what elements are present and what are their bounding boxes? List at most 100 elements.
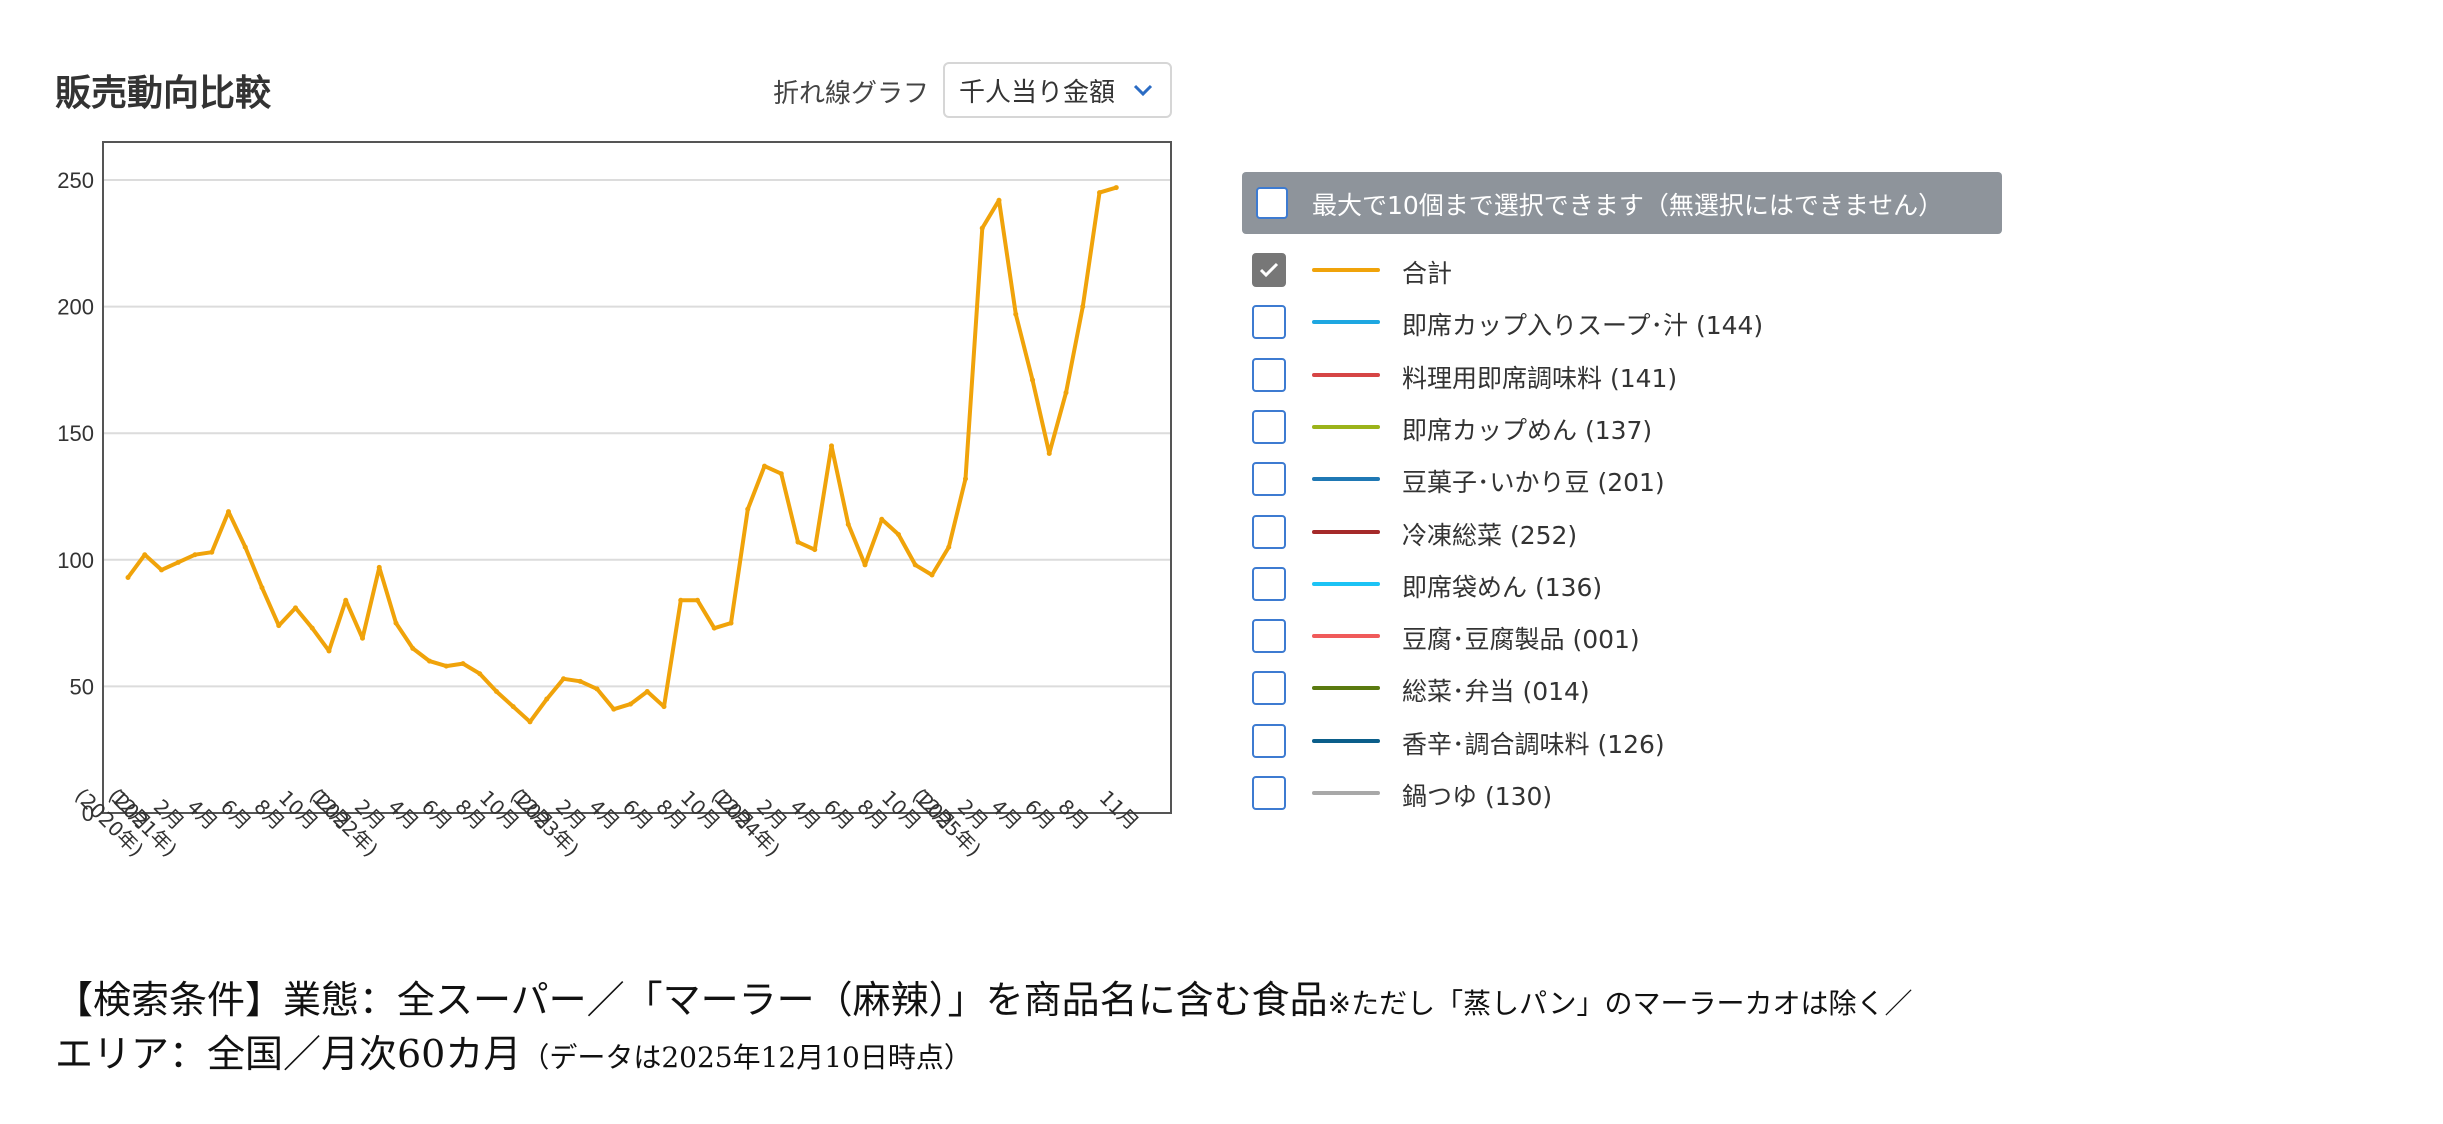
select-all-checkbox[interactable] xyxy=(1256,187,1288,219)
metric-dropdown[interactable]: 千人当り金額 xyxy=(943,62,1172,118)
data-point[interactable] xyxy=(644,688,650,694)
data-point[interactable] xyxy=(410,645,416,651)
data-point[interactable] xyxy=(1013,311,1019,317)
data-point[interactable] xyxy=(477,671,483,677)
x-tick-label: 6月 xyxy=(417,794,457,834)
line-chart: 0 50 100 150 200 250 12月(2020年) 2月(2021年) 4月6月8… xyxy=(57,141,1172,861)
data-point[interactable] xyxy=(343,597,349,603)
data-point[interactable] xyxy=(778,471,784,477)
legend-label: 即席袋めん (136) xyxy=(1402,572,1603,602)
legend-checkbox[interactable] xyxy=(1252,671,1286,706)
data-point[interactable] xyxy=(628,701,633,707)
data-point[interactable] xyxy=(209,549,215,555)
data-point[interactable] xyxy=(795,539,801,545)
chart-type-label: 折れ線グラフ xyxy=(773,79,930,109)
data-point[interactable] xyxy=(762,463,767,469)
data-point[interactable] xyxy=(829,443,834,449)
legend-swatch xyxy=(1312,581,1380,586)
legend-label: 冷凍総菜 (252) xyxy=(1402,520,1578,550)
data-point[interactable] xyxy=(979,225,985,231)
series-layer xyxy=(125,185,1119,725)
data-point[interactable] xyxy=(510,704,516,710)
data-point[interactable] xyxy=(276,623,282,629)
data-point[interactable] xyxy=(259,585,265,591)
data-point[interactable] xyxy=(561,676,566,682)
data-point[interactable] xyxy=(1113,185,1119,191)
legend-swatch xyxy=(1312,372,1380,377)
x-tick-label: 6月 xyxy=(216,794,256,834)
legend-checkbox[interactable] xyxy=(1252,619,1286,654)
data-point[interactable] xyxy=(1097,190,1102,196)
data-point[interactable] xyxy=(862,562,868,568)
legend-checkbox[interactable] xyxy=(1252,514,1286,549)
data-point[interactable] xyxy=(293,605,298,611)
data-point[interactable] xyxy=(1080,304,1086,310)
data-point[interactable] xyxy=(912,562,918,568)
data-point[interactable] xyxy=(929,572,935,578)
legend-label: 豆菓子･いかり豆 (201) xyxy=(1402,468,1665,498)
legend-checkbox[interactable] xyxy=(1252,253,1286,287)
legend-checkbox[interactable] xyxy=(1252,462,1286,497)
conditions-date: （データは2025年12月10日時点） xyxy=(521,1041,972,1074)
data-point[interactable] xyxy=(1046,450,1052,456)
data-point[interactable] xyxy=(125,575,131,581)
data-point[interactable] xyxy=(711,625,717,631)
data-point[interactable] xyxy=(242,544,248,550)
x-tick-label: 6月 xyxy=(1020,794,1060,834)
data-point[interactable] xyxy=(577,678,583,684)
data-point[interactable] xyxy=(695,597,700,603)
conditions-line2: エリア：全国／月次60カ月 xyxy=(55,1032,522,1076)
data-point[interactable] xyxy=(946,544,952,550)
data-point[interactable] xyxy=(1063,390,1069,396)
data-point[interactable] xyxy=(460,661,466,667)
data-point[interactable] xyxy=(427,658,432,664)
legend-checkbox[interactable] xyxy=(1252,409,1286,444)
data-point[interactable] xyxy=(159,567,164,573)
legend-label: 即席カップめん (137) xyxy=(1402,415,1653,445)
legend-label: 即席カップ入りスープ･汁 (144) xyxy=(1402,311,1764,341)
legend-checkbox[interactable] xyxy=(1252,776,1286,810)
data-point[interactable] xyxy=(309,625,315,631)
legend-label: 合計 xyxy=(1402,259,1453,288)
data-point[interactable] xyxy=(376,564,382,570)
data-point[interactable] xyxy=(812,547,818,553)
data-point[interactable] xyxy=(443,663,449,669)
data-point[interactable] xyxy=(192,552,198,558)
data-point[interactable] xyxy=(142,552,148,558)
conditions-main: 【検索条件】業態：全スーパー／「マーラー（麻辣）」を商品名に含む食品 xyxy=(55,978,1328,1022)
x-tick-label: 6月 xyxy=(618,794,658,834)
data-point[interactable] xyxy=(678,597,684,603)
data-point[interactable] xyxy=(896,531,901,537)
data-point[interactable] xyxy=(728,620,734,626)
data-point[interactable] xyxy=(963,476,968,482)
y-axis-ticks: 0 50 100 150 200 250 xyxy=(57,168,94,826)
legend-label: 鍋つゆ (130) xyxy=(1402,782,1553,811)
data-point[interactable] xyxy=(845,521,851,527)
legend-swatch xyxy=(1312,268,1380,272)
legend-checkbox[interactable] xyxy=(1252,305,1286,340)
legend-swatch xyxy=(1312,738,1380,743)
data-point[interactable] xyxy=(996,197,1002,203)
data-point[interactable] xyxy=(360,635,365,641)
legend-checkbox[interactable] xyxy=(1252,357,1286,392)
data-point[interactable] xyxy=(226,509,231,515)
data-point[interactable] xyxy=(611,706,617,712)
data-point[interactable] xyxy=(494,688,499,694)
legend-swatch xyxy=(1312,529,1380,534)
legend-checkbox[interactable] xyxy=(1252,566,1286,601)
data-point[interactable] xyxy=(393,620,399,626)
legend-checkbox[interactable] xyxy=(1252,723,1286,758)
data-point[interactable] xyxy=(745,506,751,512)
x-axis-ticks: 12月(2020年) 2月(2021年) 4月6月8月10月12月2月(2022年)… xyxy=(70,783,1143,861)
data-point[interactable] xyxy=(1030,377,1035,383)
y-tick-label: 200 xyxy=(57,295,94,320)
data-point[interactable] xyxy=(175,559,181,565)
data-point[interactable] xyxy=(594,686,600,692)
legend-swatch xyxy=(1312,477,1380,482)
x-tick-label: 6月 xyxy=(819,794,859,834)
data-point[interactable] xyxy=(879,516,885,522)
data-point[interactable] xyxy=(544,696,550,702)
data-point[interactable] xyxy=(527,719,533,725)
data-point[interactable] xyxy=(326,648,332,654)
data-point[interactable] xyxy=(661,704,667,710)
